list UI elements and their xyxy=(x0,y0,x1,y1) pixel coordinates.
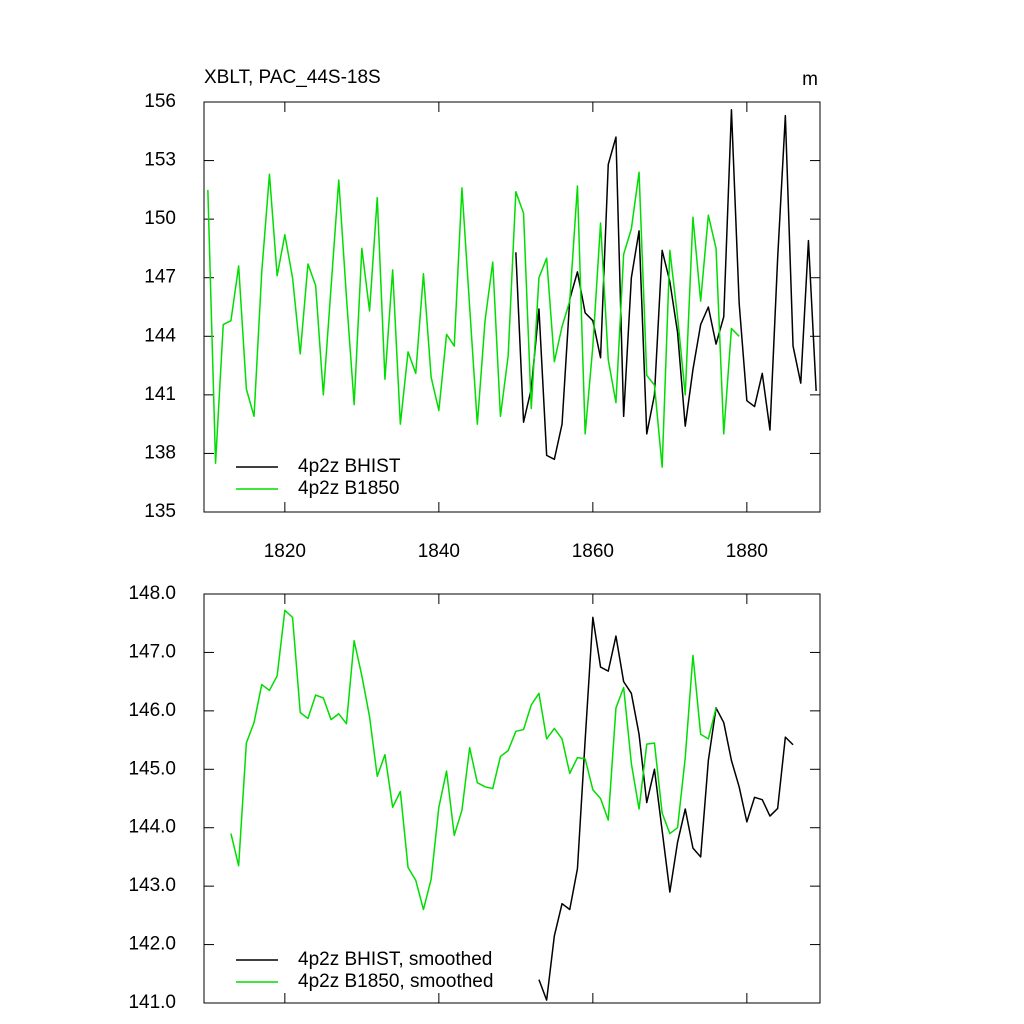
legend-label: 4p2z B1850, smoothed xyxy=(298,971,493,992)
y-tick-label: 147.0 xyxy=(128,641,176,662)
legend-label: 4p2z BHIST xyxy=(298,456,401,477)
y-tick-label: 141 xyxy=(144,384,176,405)
plot-frame xyxy=(203,101,821,513)
y-tick-label: 142.0 xyxy=(128,934,176,955)
y-tick-label: 153 xyxy=(144,150,176,171)
y-tick-label: 144 xyxy=(144,325,176,346)
plot-frame xyxy=(203,593,821,1004)
legend-label: 4p2z BHIST, smoothed xyxy=(298,949,492,970)
y-tick-label: 150 xyxy=(144,208,176,229)
series-line xyxy=(207,171,740,468)
series-line xyxy=(230,609,717,911)
y-tick-label: 147 xyxy=(144,267,176,288)
x-tick-label: 1840 xyxy=(418,541,460,562)
y-tick-label: 141.0 xyxy=(128,992,176,1013)
x-tick-label: 1880 xyxy=(726,541,768,562)
y-tick-label: 144.0 xyxy=(128,817,176,838)
x-tick-label: 1860 xyxy=(572,541,614,562)
units-label: m xyxy=(802,69,818,90)
y-tick-label: 145.0 xyxy=(128,758,176,779)
y-tick-label: 148.0 xyxy=(128,583,176,604)
series-line xyxy=(515,109,817,461)
y-tick-label: 146.0 xyxy=(128,700,176,721)
y-tick-label: 143.0 xyxy=(128,875,176,896)
y-tick-label: 135 xyxy=(144,501,176,522)
chart-title: XBLT, PAC_44S-18S xyxy=(204,67,381,88)
series-line xyxy=(538,616,794,1001)
y-tick-label: 156 xyxy=(144,91,176,112)
x-tick-label: 1820 xyxy=(264,541,306,562)
y-tick-label: 138 xyxy=(144,442,176,463)
legend-label: 4p2z B1850 xyxy=(298,478,399,499)
